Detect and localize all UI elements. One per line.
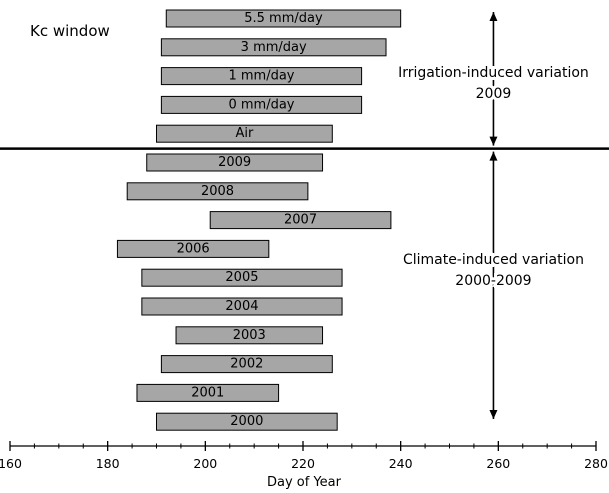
bar [141, 297, 343, 316]
corner-label: Kc window [30, 22, 110, 40]
annotation-line-1: Irrigation-induced variation [398, 65, 589, 81]
bar-label: 2001 [191, 385, 224, 400]
bar-group: 2002 [160, 355, 333, 374]
bar [146, 153, 324, 172]
x-tick-label: 260 [486, 456, 510, 471]
x-tick-label: 160 [0, 456, 22, 471]
double-arrow [489, 12, 498, 146]
arrow-head-up [489, 12, 498, 21]
bar-label: 2007 [284, 213, 317, 228]
bar-group: 2000 [156, 412, 338, 431]
arrow-head-down [489, 136, 498, 146]
bar-group: 2005 [141, 268, 343, 287]
double-arrow [489, 151, 498, 419]
bar-label: 2008 [201, 184, 234, 199]
annotations-layer: Irrigation-induced variation 2009 Climate-… [395, 12, 592, 419]
bar [175, 326, 324, 345]
annotation-line-2: 2009 [476, 86, 512, 102]
bar [160, 95, 363, 114]
arrow-head-down [489, 410, 498, 419]
annotation-line-1: Climate-induced variation [403, 252, 584, 268]
x-tick-label: 200 [193, 456, 217, 471]
bar [160, 38, 387, 57]
bar-label: 2004 [225, 299, 258, 314]
bar [126, 182, 309, 201]
x-axis-title: Day of Year [267, 475, 342, 490]
bar-group: 2007 [209, 211, 392, 230]
bar-group: 2008 [126, 182, 309, 201]
bar-group: 3 mm/day [160, 38, 387, 57]
bar-label: 2002 [230, 357, 263, 372]
x-tick-label: 240 [389, 456, 413, 471]
bar-label: 0 mm/day [228, 97, 294, 112]
bar-group: 2001 [136, 383, 280, 402]
bar-label: 1 mm/day [228, 69, 294, 84]
bar-group: 2006 [116, 239, 270, 258]
bar [160, 355, 333, 374]
bar [136, 383, 280, 402]
bar-group: 5.5 mm/day [165, 9, 402, 28]
x-tick-label: 220 [291, 456, 315, 471]
bar-group: 0 mm/day [160, 95, 363, 114]
bar-label: 2009 [218, 155, 251, 170]
bar-group: Air [156, 124, 333, 143]
bar [209, 211, 392, 230]
bar [116, 239, 270, 258]
bar-group: 2003 [175, 326, 324, 345]
bar [160, 67, 363, 86]
annotation-line-2: 2000-2009 [455, 273, 531, 289]
bar-group: 1 mm/day [160, 67, 363, 86]
bar [165, 9, 402, 28]
x-tick-label: 280 [584, 456, 608, 471]
arrow-head-up [489, 151, 498, 161]
bar-label: 2006 [177, 241, 210, 256]
bar-group: 2004 [141, 297, 343, 316]
bar-label: 2003 [233, 328, 266, 343]
x-tick-label: 180 [96, 456, 120, 471]
bar-label: 2005 [225, 270, 258, 285]
bar-group: 2009 [146, 153, 324, 172]
bar-label: 2000 [230, 414, 263, 429]
bar-label: 3 mm/day [241, 40, 307, 55]
bar-label: Air [235, 126, 254, 141]
bar [141, 268, 343, 287]
bars-layer: 5.5 mm/day 3 mm/day 1 mm/day 0 mm/day Air 200… [116, 9, 402, 431]
x-axis: 160 180 200 220 240 260 280 [0, 441, 608, 471]
annotation: Climate-induced variation 2000-2009 [400, 249, 587, 292]
annotation: Irrigation-induced variation 2009 [395, 62, 592, 105]
bar [156, 124, 333, 143]
bar-label: 5.5 mm/day [244, 11, 323, 26]
bar [156, 412, 338, 431]
